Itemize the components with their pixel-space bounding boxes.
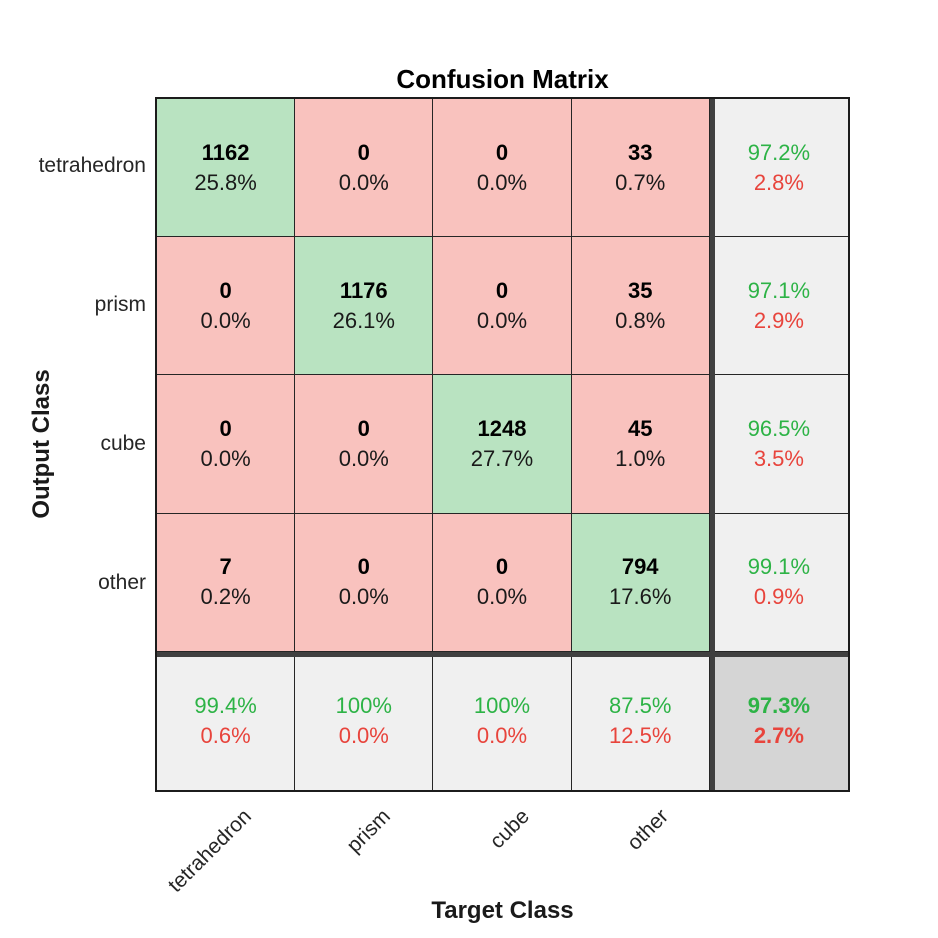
col-summary-bad: 0.0% — [338, 722, 389, 748]
col-summary-bad: 0.0% — [476, 722, 528, 748]
matrix-cell: 45 1.0% — [571, 375, 710, 514]
total-accuracy-bad: 2.7% — [753, 722, 804, 748]
matrix-cell: 0 0.0% — [295, 375, 434, 514]
matrix-cell: 1176 26.1% — [295, 237, 434, 376]
cell-count: 1162 — [201, 139, 250, 165]
cell-percent: 0.0% — [476, 307, 528, 333]
cell-percent: 0.0% — [200, 307, 251, 333]
cell-percent: 17.6% — [609, 584, 672, 610]
cell-count: 35 — [627, 277, 653, 303]
cell-percent: 0.2% — [200, 584, 251, 610]
y-tick-other: other — [98, 571, 146, 594]
matrix-cell: 0 0.0% — [157, 237, 296, 376]
row-summary-cell: 97.1% 2.9% — [709, 237, 848, 376]
total-accuracy-cell: 97.3% 2.7% — [709, 651, 848, 790]
matrix-cell: 33 0.7% — [571, 99, 710, 238]
cell-count: 7 — [219, 554, 232, 580]
row-summary-bad: 0.9% — [753, 584, 804, 610]
matrix-cell: 0 0.0% — [433, 99, 572, 238]
chart-title: Confusion Matrix — [396, 64, 609, 94]
col-summary-good: 99.4% — [194, 692, 257, 718]
matrix-cell: 1162 25.8% — [157, 99, 296, 238]
row-summary-bad: 2.9% — [753, 307, 804, 333]
cell-count: 0 — [357, 415, 370, 441]
col-summary-bad: 0.6% — [200, 722, 251, 748]
cell-count: 0 — [495, 139, 509, 165]
matrix-cell: 0 0.0% — [295, 513, 434, 652]
matrix-cell: 0 0.0% — [433, 237, 572, 376]
row-summary-good: 99.1% — [747, 554, 811, 580]
matrix-cell: 0 0.0% — [433, 513, 572, 652]
cell-count: 1248 — [477, 415, 527, 441]
cell-percent: 0.8% — [615, 307, 666, 333]
cell-count: 0 — [357, 554, 370, 580]
cell-count: 1176 — [339, 277, 388, 303]
row-summary-cell: 97.2% 2.8% — [709, 99, 848, 238]
cell-percent: 26.1% — [332, 307, 395, 333]
cell-percent: 0.0% — [338, 445, 389, 471]
row-summary-cell: 99.1% 0.9% — [709, 513, 848, 652]
col-summary-good: 100% — [335, 692, 392, 718]
col-summary-cell: 99.4% 0.6% — [157, 651, 296, 790]
cell-percent: 0.0% — [338, 169, 389, 195]
matrix-cell: 0 0.0% — [295, 99, 434, 238]
cell-percent: 0.0% — [476, 584, 528, 610]
cell-percent: 25.8% — [194, 169, 257, 195]
confusion-matrix-grid: 1162 25.8% 0 0.0% 0 0.0% 33 0.7% 97.2% 2… — [155, 97, 850, 792]
y-axis-label: Output Class — [28, 369, 55, 519]
row-summary-good: 97.1% — [747, 277, 811, 303]
cell-percent: 1.0% — [615, 445, 666, 471]
cell-percent: 0.0% — [338, 584, 389, 610]
summary-row-separator — [157, 652, 848, 657]
col-summary-good: 87.5% — [609, 692, 672, 718]
col-summary-good: 100% — [473, 692, 531, 718]
row-summary-good: 96.5% — [747, 415, 811, 441]
cell-count: 45 — [627, 415, 653, 441]
y-tick-prism: prism — [94, 293, 146, 316]
cell-count: 794 — [621, 554, 659, 580]
y-tick-tetrahedron: tetrahedron — [38, 154, 146, 177]
col-summary-cell: 100% 0.0% — [433, 651, 572, 790]
row-summary-cell: 96.5% 3.5% — [709, 375, 848, 514]
cell-count: 0 — [357, 139, 370, 165]
matrix-cell: 1248 27.7% — [433, 375, 572, 514]
total-accuracy-good: 97.3% — [747, 692, 811, 718]
cell-count: 33 — [627, 139, 653, 165]
cell-percent: 0.7% — [615, 169, 666, 195]
matrix-cell: 794 17.6% — [571, 513, 710, 652]
cell-percent: 0.0% — [476, 169, 528, 195]
cell-count: 0 — [495, 554, 509, 580]
row-summary-bad: 3.5% — [753, 445, 804, 471]
col-summary-cell: 87.5% 12.5% — [571, 651, 710, 790]
cell-count: 0 — [219, 277, 232, 303]
cell-count: 0 — [495, 277, 509, 303]
x-axis-label: Target Class — [431, 897, 574, 924]
cell-percent: 0.0% — [200, 445, 251, 471]
col-summary-cell: 100% 0.0% — [295, 651, 434, 790]
matrix-cell: 0 0.0% — [157, 375, 296, 514]
matrix-cell: 7 0.2% — [157, 513, 296, 652]
row-summary-bad: 2.8% — [753, 169, 804, 195]
summary-column-separator — [710, 99, 715, 790]
row-summary-good: 97.2% — [747, 139, 811, 165]
col-summary-bad: 12.5% — [609, 722, 672, 748]
cell-percent: 27.7% — [470, 445, 534, 471]
y-tick-cube: cube — [100, 432, 146, 455]
matrix-cell: 35 0.8% — [571, 237, 710, 376]
cell-count: 0 — [219, 415, 232, 441]
